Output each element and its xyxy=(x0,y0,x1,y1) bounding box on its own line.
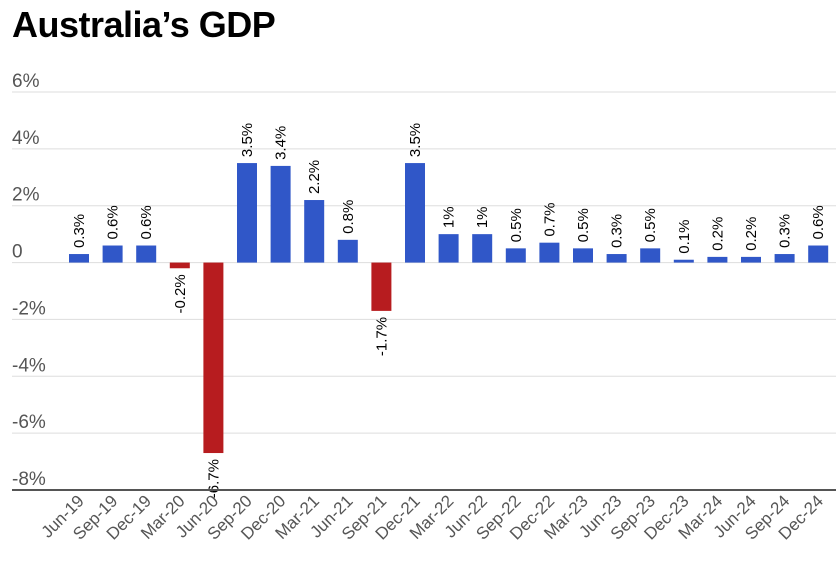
chart-title: Australia’s GDP xyxy=(12,4,276,45)
data-label: -0.2% xyxy=(172,274,189,313)
y-tick-label: -8% xyxy=(12,469,46,490)
data-label: 0.7% xyxy=(541,202,558,236)
data-label: 0.3% xyxy=(71,214,88,248)
data-label: 0.5% xyxy=(508,208,525,242)
data-label: 0.5% xyxy=(642,208,659,242)
bar-jun-21 xyxy=(337,239,358,263)
bar-mar-24 xyxy=(707,256,728,263)
y-tick-label: 6% xyxy=(12,71,40,92)
bar-sep-21 xyxy=(371,262,392,311)
data-label: 0.6% xyxy=(105,205,122,239)
y-tick-label: -2% xyxy=(12,298,46,319)
bar-jun-23 xyxy=(606,254,627,263)
data-label: 3.5% xyxy=(407,123,424,157)
data-label: 0.6% xyxy=(138,205,155,239)
bar-jun-24 xyxy=(741,256,761,263)
data-label: -1.7% xyxy=(373,317,390,356)
data-label: 0.6% xyxy=(810,205,827,239)
data-label: 0.2% xyxy=(743,217,760,251)
data-label: 0.1% xyxy=(676,220,693,254)
y-tick-label: 4% xyxy=(12,128,40,149)
x-axis-tick-labels: Jun-19Sep-19Dec-19Mar-20Jun-20Sep-20Dec-… xyxy=(38,491,827,543)
bar-mar-20 xyxy=(169,262,190,269)
y-axis-tick-labels: 6% 4% 2% 0 -2% -4% -6% -8% xyxy=(12,71,46,490)
data-label: 0.8% xyxy=(340,200,357,234)
data-label: -6.7% xyxy=(205,459,222,498)
y-tick-label: 0 xyxy=(12,242,23,263)
y-tick-label: -4% xyxy=(12,355,46,376)
bar-sep-20 xyxy=(237,163,257,263)
data-label: 1% xyxy=(474,206,491,228)
y-tick-label: -6% xyxy=(12,412,46,433)
bar-dec-19 xyxy=(136,245,157,263)
data-labels: 0.3% 0.6% 0.6% -0.2% -6.7% 3.5% 3.4% 2.2% 0.8% -1… xyxy=(71,123,827,498)
bar-sep-23 xyxy=(640,248,661,263)
bar-sep-22 xyxy=(505,248,526,263)
data-label: 0.5% xyxy=(575,208,592,242)
bar-dec-21 xyxy=(405,163,425,263)
bar-sep-19 xyxy=(102,245,123,263)
bar-mar-23 xyxy=(573,248,593,263)
data-label: 1% xyxy=(441,206,458,228)
bar-mar-22 xyxy=(438,234,459,263)
bars xyxy=(69,163,829,454)
data-label: 3.5% xyxy=(239,123,256,157)
data-label: 2.2% xyxy=(306,160,323,194)
bar-dec-24 xyxy=(808,245,829,263)
bar-jun-22 xyxy=(472,234,493,263)
data-label: 3.4% xyxy=(273,126,290,160)
bar-dec-22 xyxy=(539,242,560,263)
bar-jun-19 xyxy=(69,254,89,263)
y-tick-label: 2% xyxy=(12,185,40,206)
bar-sep-24 xyxy=(774,254,795,263)
bar-dec-20 xyxy=(270,165,291,263)
data-label: 0.2% xyxy=(709,217,726,251)
data-label: 0.3% xyxy=(777,214,794,248)
bar-dec-23 xyxy=(673,259,694,263)
bar-mar-21 xyxy=(304,200,325,263)
data-label: 0.3% xyxy=(609,214,626,248)
bar-jun-20 xyxy=(203,262,224,454)
